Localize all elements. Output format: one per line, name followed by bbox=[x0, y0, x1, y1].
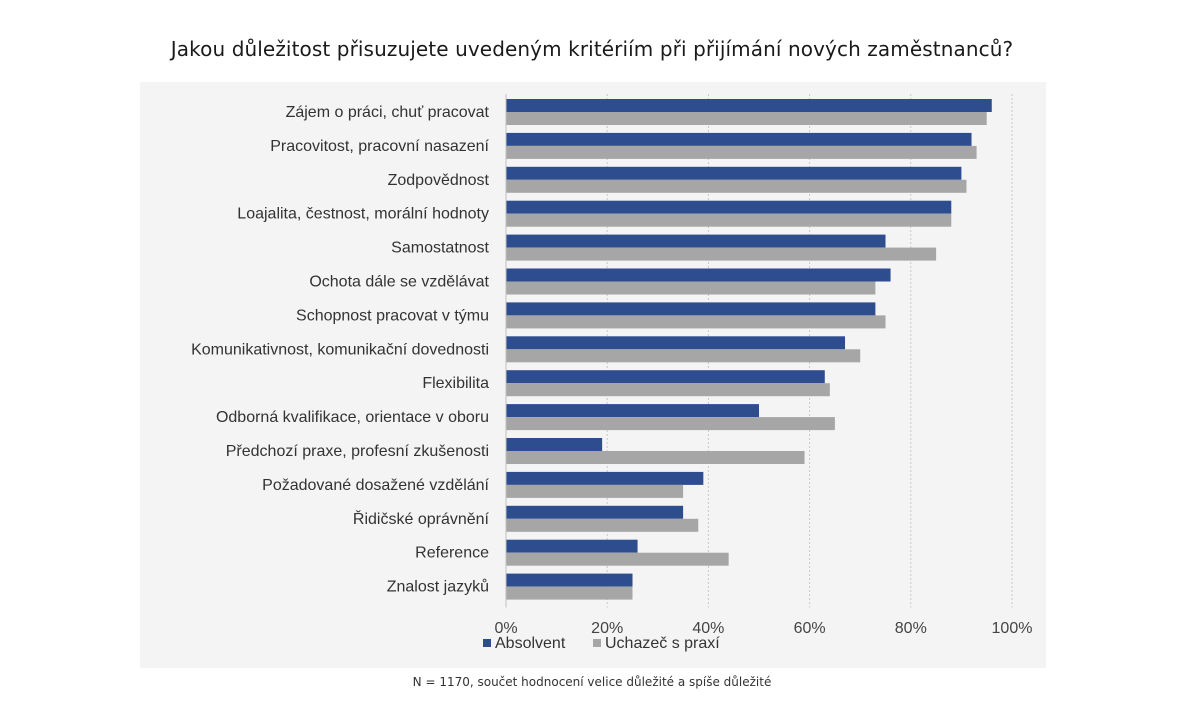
legend-swatch bbox=[593, 639, 601, 647]
category-label: Reference bbox=[415, 545, 489, 562]
category-label: Samostatnost bbox=[391, 240, 489, 257]
category-label: Řidičské oprávnění bbox=[353, 509, 490, 528]
bar-uchazec bbox=[506, 451, 805, 464]
bar-uchazec bbox=[506, 552, 729, 566]
bar-absolvent bbox=[506, 336, 846, 350]
category-label: Požadované dosažené vzdělání bbox=[262, 477, 489, 494]
bar-uchazec bbox=[506, 315, 886, 329]
category-label: Loajalita, čestnost, morální hodnoty bbox=[237, 206, 489, 223]
chart-title: Jakou důležitost přisuzujete uvedeným kr… bbox=[170, 37, 1014, 61]
chart-panel: 0% 20% 40% 60% 80% 100% Zájem o práci, chuť pr… bbox=[140, 82, 1046, 668]
legend-label: Absolvent bbox=[495, 635, 566, 652]
category-label: Zájem o práci, chuť pracovat bbox=[286, 104, 490, 121]
category-label: Pracovitost, pracovní nasazení bbox=[270, 138, 489, 155]
bar-uchazec bbox=[506, 247, 937, 261]
category-label: Schopnost pracovat v týmu bbox=[296, 307, 489, 324]
category-label: Komunikativnost, komunikační dovednosti bbox=[191, 341, 489, 358]
category-label: Odborná kvalifikace, orientace v oboru bbox=[216, 409, 489, 426]
bar-absolvent bbox=[506, 539, 638, 553]
category-label: Předchozí praxe, profesní zkušenosti bbox=[226, 443, 489, 460]
x-tick-label: 40% bbox=[692, 620, 724, 637]
bar-absolvent bbox=[506, 234, 886, 248]
x-tick-label: 100% bbox=[992, 620, 1033, 637]
bar-uchazec bbox=[506, 112, 987, 125]
bar-absolvent bbox=[506, 471, 704, 485]
category-label: Flexibilita bbox=[422, 375, 489, 392]
bar-absolvent bbox=[506, 302, 876, 316]
bar-uchazec bbox=[506, 213, 952, 227]
bar-absolvent bbox=[506, 370, 825, 384]
legend-label: Uchazeč s praxí bbox=[605, 635, 720, 652]
bar-uchazec bbox=[506, 281, 876, 295]
bar-absolvent bbox=[506, 166, 962, 180]
bar-uchazec bbox=[506, 349, 861, 363]
bar-absolvent bbox=[506, 505, 684, 519]
bar-absolvent bbox=[506, 132, 972, 146]
category-label: Ochota dále se vzdělávat bbox=[309, 274, 489, 291]
bar-uchazec bbox=[506, 417, 835, 431]
bar-uchazec bbox=[506, 518, 699, 532]
bar-uchazec bbox=[506, 586, 633, 600]
bar-uchazec bbox=[506, 179, 967, 193]
category-label: Znalost jazyků bbox=[387, 578, 489, 596]
category-label: Zodpovědnost bbox=[388, 172, 490, 189]
legend-swatch bbox=[483, 639, 491, 647]
bar-uchazec bbox=[506, 145, 977, 159]
bar-absolvent bbox=[506, 99, 992, 112]
x-tick-label: 0% bbox=[494, 620, 517, 637]
x-tick-label: 20% bbox=[591, 620, 623, 637]
bar-absolvent bbox=[506, 200, 952, 214]
bar-absolvent bbox=[506, 268, 891, 282]
bar-absolvent bbox=[506, 573, 633, 587]
bar-absolvent bbox=[506, 404, 759, 418]
bar-chart: 0% 20% 40% 60% 80% 100% Zájem o práci, chuť pr… bbox=[191, 94, 1033, 652]
bar-absolvent bbox=[506, 438, 603, 451]
bar-uchazec bbox=[506, 484, 684, 498]
x-tick-label: 80% bbox=[895, 620, 927, 637]
footnote: N = 1170, součet hodnocení velice důleži… bbox=[412, 675, 772, 689]
x-tick-label: 60% bbox=[794, 620, 826, 637]
bar-uchazec bbox=[506, 383, 830, 397]
